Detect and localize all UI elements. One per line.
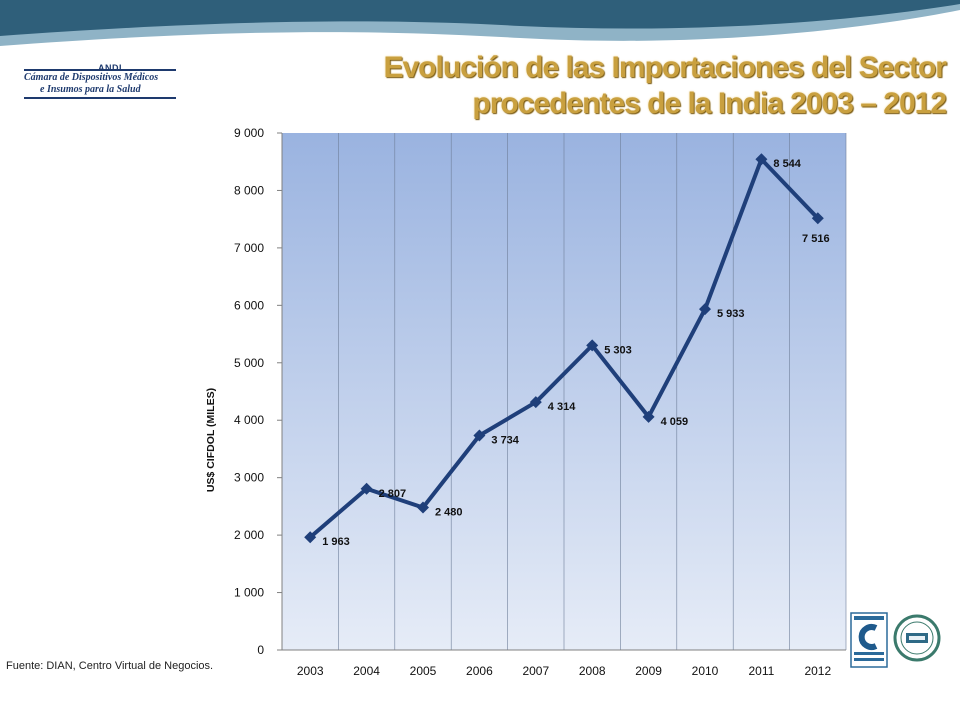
data-point-marker	[417, 501, 429, 514]
x-tick-label: 2006	[466, 664, 493, 678]
y-axis-label: US$ CIFDOL (MILES)	[205, 388, 217, 492]
x-tick-label: 2005	[410, 664, 437, 678]
x-tick-label: 2003	[297, 664, 324, 678]
logo-divider-bottom	[24, 97, 176, 99]
y-tick-label: 0	[257, 643, 264, 657]
y-tick-label: 2 000	[234, 528, 264, 542]
x-tick-label: 2004	[353, 664, 380, 678]
data-label: 4 314	[548, 401, 576, 413]
marker-layer	[304, 153, 824, 544]
data-label: 8 544	[773, 158, 801, 170]
y-tick-label: 5 000	[234, 356, 264, 370]
data-label: 4 059	[661, 416, 689, 428]
andi-logo: ANDI Cámara de Dispositivos Médicos e In…	[20, 58, 180, 108]
data-label: 5 303	[604, 344, 632, 356]
axis-layer: 0 1 000 2 000 3 000 4 000 5 000 6 000 7 000 8 00…	[234, 126, 846, 678]
data-label: 2 807	[379, 488, 407, 500]
header-wave-banner	[0, 0, 960, 46]
y-tick-label: 7 000	[234, 241, 264, 255]
data-point-marker	[586, 339, 599, 352]
data-label: 1 963	[322, 536, 350, 548]
icontec-certification-icon	[850, 612, 888, 668]
data-point-marker	[360, 482, 373, 495]
data-point-marker	[755, 153, 768, 166]
source-note: Fuente: DIAN, Centro Virtual de Negocios…	[6, 660, 214, 672]
logo-brand: ANDI	[98, 63, 122, 73]
logo-line-2: e Insumos para la Salud	[40, 84, 141, 95]
data-label: 3 734	[491, 435, 519, 447]
data-point-marker	[699, 303, 711, 316]
y-tick-label: 6 000	[234, 298, 264, 312]
page-title: Evolución de las Importaciones del Secto…	[383, 51, 947, 120]
x-tick-label: 2007	[522, 664, 549, 678]
data-point-marker	[642, 410, 655, 423]
y-tick-label: 1 000	[234, 586, 264, 600]
x-tick-label: 2012	[804, 664, 831, 678]
data-label: 5 933	[717, 308, 745, 320]
x-tick-label: 2009	[635, 664, 662, 678]
logo-line-1: Cámara de Dispositivos Médicos	[24, 72, 159, 83]
data-point-marker	[529, 396, 542, 409]
logo-divider	[24, 69, 176, 71]
x-tick-label: 2010	[692, 664, 719, 678]
data-point-marker	[473, 429, 486, 442]
data-point-marker	[811, 212, 824, 225]
y-tick-label: 4 000	[234, 413, 264, 427]
y-tick-label: 9 000	[234, 126, 264, 140]
data-label: 7 516	[802, 233, 830, 245]
data-point-marker	[304, 531, 317, 544]
x-tick-label: 2011	[748, 664, 774, 678]
y-tick-label: 8 000	[234, 183, 264, 197]
y-tick-label: 3 000	[234, 471, 264, 485]
series-line	[308, 157, 820, 539]
data-label: 2 480	[435, 507, 463, 519]
iqnet-certification-icon	[893, 614, 941, 662]
x-tick-label: 2008	[579, 664, 606, 678]
label-layer: 1 963 2 807 2 480 3 734 4 314 5 303 4 059 5 933…	[322, 158, 829, 548]
